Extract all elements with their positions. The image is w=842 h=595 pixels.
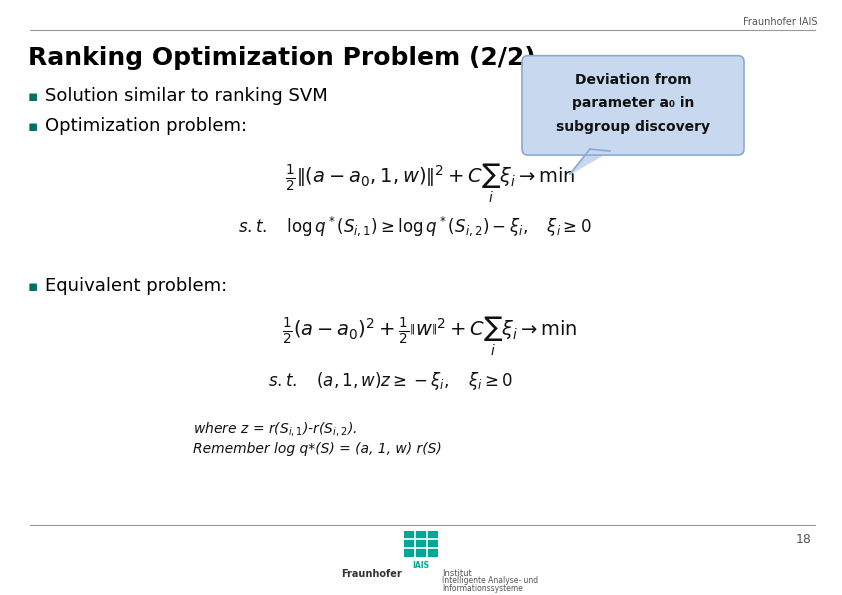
Text: Equivalent problem:: Equivalent problem:	[45, 277, 227, 295]
Text: ▪: ▪	[28, 89, 39, 104]
Text: parameter a₀ in: parameter a₀ in	[572, 96, 694, 110]
Text: Fraunhofer IAIS: Fraunhofer IAIS	[743, 17, 818, 27]
Text: Informationssysteme: Informationssysteme	[442, 584, 523, 593]
Text: $s.t. \quad \log q^*(S_{i,1}) \geq \log q^*(S_{i,2}) - \xi_i, \quad \xi_i \geq 0: $s.t. \quad \log q^*(S_{i,1}) \geq \log …	[238, 215, 592, 239]
Text: ▪: ▪	[28, 278, 39, 294]
FancyBboxPatch shape	[522, 56, 744, 155]
Text: where z = r(S$_{i,1}$)-r(S$_{i,2}$).: where z = r(S$_{i,1}$)-r(S$_{i,2}$).	[193, 421, 357, 439]
Text: Solution similar to ranking SVM: Solution similar to ranking SVM	[45, 87, 328, 105]
Text: $\frac{1}{2}(a - a_0)^2 + \frac{1}{2}\left\|w\right\|^2 + C\sum_i \xi_i \rightar: $\frac{1}{2}(a - a_0)^2 + \frac{1}{2}\le…	[282, 314, 578, 358]
Text: Remember log q*(S) = (a, 1, w) r(S): Remember log q*(S) = (a, 1, w) r(S)	[193, 442, 442, 456]
FancyBboxPatch shape	[404, 531, 438, 556]
Text: $s.t. \quad (a, 1, w)z \geq -\xi_i, \quad \xi_i \geq 0$: $s.t. \quad (a, 1, w)z \geq -\xi_i, \qua…	[268, 369, 513, 392]
Text: Optimization problem:: Optimization problem:	[45, 117, 247, 135]
Text: Deviation from: Deviation from	[575, 73, 691, 86]
Text: $\frac{1}{2}\left\|(a - a_0, 1, w)\right\|^2 + C\sum_i \xi_i \rightarrow \min$: $\frac{1}{2}\left\|(a - a_0, 1, w)\right…	[285, 162, 575, 205]
Polygon shape	[570, 149, 610, 174]
Text: 18: 18	[797, 533, 812, 546]
Text: subgroup discovery: subgroup discovery	[556, 120, 710, 134]
Text: Institut: Institut	[442, 569, 472, 578]
Text: ▪: ▪	[28, 119, 39, 134]
Text: IAIS: IAIS	[413, 560, 429, 569]
Text: Fraunhofer: Fraunhofer	[341, 569, 402, 578]
Text: Ranking Optimization Problem (2/2): Ranking Optimization Problem (2/2)	[28, 46, 536, 70]
Text: Intelligente Analyse- und: Intelligente Analyse- und	[442, 577, 538, 585]
